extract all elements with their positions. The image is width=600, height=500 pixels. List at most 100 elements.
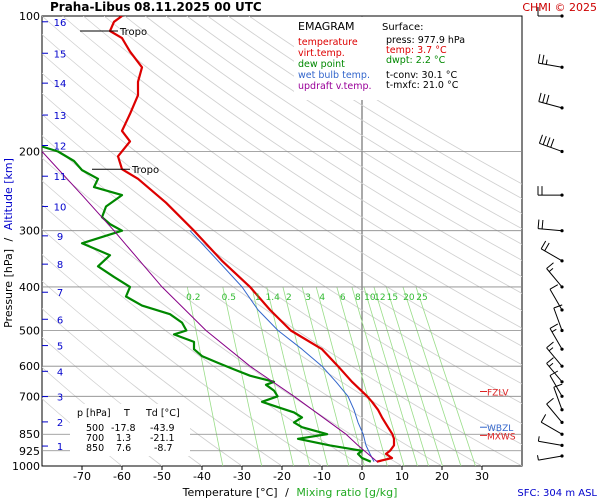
dry-adiabat (186, 16, 522, 230)
altitude-tick-label: 7 (57, 288, 63, 299)
mixing-ratio-line (315, 286, 365, 466)
table-cell: -17.8 (111, 423, 136, 434)
wind-barb (537, 436, 564, 448)
mixing-ratio-line (373, 286, 429, 466)
dry-adiabat (42, 308, 243, 466)
table-cell: 7.6 (116, 443, 131, 454)
table-header: Td [°C] (145, 408, 180, 419)
table-cell: 500 (86, 423, 104, 434)
temp-tick-label: 30 (475, 470, 489, 483)
temp-tick-label: 20 (435, 470, 449, 483)
wind-barb (546, 262, 564, 289)
mixing-ratio-line (301, 286, 350, 466)
altitude-tick-label: 10 (54, 202, 67, 213)
dry-adiabat (42, 280, 283, 466)
altitude-tick-label: 1 (57, 442, 63, 453)
surface-pressure: press: 977.9 hPa (386, 35, 465, 46)
mixing-ratio-label: 6 (340, 293, 346, 303)
tropopause-label: Tropo (119, 27, 147, 38)
header-station: Praha-Libus (50, 0, 130, 14)
x-axis-label: Temperature [°C] (182, 486, 278, 499)
mixing-ratio-label: 20 (403, 293, 415, 303)
wind-barb (546, 397, 564, 424)
temp-tick-label: -10 (313, 470, 331, 483)
wind-barb (546, 357, 564, 384)
wind-barb (553, 304, 564, 333)
altitude-tick-label: 16 (54, 18, 67, 29)
wind-barb (546, 341, 564, 368)
legend-item: updraft v.temp. (298, 81, 372, 92)
temp-tick-label: -40 (193, 470, 211, 483)
mixing-ratio-line (351, 286, 405, 466)
wind-barb (537, 186, 564, 197)
mixing-ratio-label: 12 (374, 293, 385, 303)
dry-adiabat (42, 157, 483, 466)
footer-sfc: SFC: 304 m ASL (517, 488, 597, 499)
pressure-tick-label: 200 (19, 145, 40, 158)
dry-adiabat (42, 72, 522, 404)
altitude-tick-label: 11 (54, 172, 67, 183)
series-temperature (108, 16, 396, 463)
legend-item: wet bulb temp. (298, 70, 370, 81)
dry-adiabat (165, 16, 522, 245)
dry-adiabat (42, 53, 522, 385)
wind-barb (537, 454, 564, 461)
dry-adiabat (42, 204, 403, 466)
mixing-ratio-line (386, 286, 443, 466)
mixing-ratio-line (222, 286, 263, 466)
mixing-ratio-line (363, 286, 418, 466)
surface-tmxfc: t-mxfc: 21.0 °C (386, 80, 459, 91)
altitude-tick-label: 2 (57, 418, 63, 429)
header-datetime: 08.11.2025 00 UTC (134, 0, 262, 14)
wind-barb (537, 7, 564, 18)
wind-barb (540, 240, 564, 263)
pressure-tick-label: 1000 (12, 460, 40, 473)
dry-adiabat (83, 16, 522, 311)
dry-adiabat (42, 336, 203, 466)
temp-tick-label: -70 (73, 470, 91, 483)
pressure-tick-label: 100 (19, 10, 40, 23)
y-axis-label: Pressure [hPa] (2, 249, 15, 328)
dry-adiabat (42, 92, 522, 425)
mixing-ratio-label: 15 (387, 293, 398, 303)
y-axis-separator: / (2, 237, 15, 241)
altitude-tick-label: 4 (57, 367, 63, 378)
mixing-ratio-line (402, 286, 462, 466)
temp-tick-label: 0 (359, 470, 366, 483)
legend-item: dew point (298, 59, 345, 70)
surface-dewpoint: dwpt: 2.2 °C (386, 55, 446, 66)
level-marker-label: WBZL (487, 424, 513, 434)
altitude-tick-label: 5 (57, 342, 63, 353)
temp-tick-label: -20 (273, 470, 291, 483)
legend-box: EMAGRAM temperature virt.temp. dew point… (294, 17, 378, 100)
altitude-tick-label: 15 (54, 49, 67, 60)
pressure-tick-label: 300 (19, 225, 40, 238)
wind-barb (540, 414, 564, 436)
table-cell: 850 (86, 443, 104, 454)
surface-temp: temp: 3.7 °C (386, 45, 447, 56)
wind-barb (538, 92, 564, 110)
altitude-tick-label: 12 (54, 142, 67, 153)
mixing-ratio-label: 0.2 (186, 293, 200, 303)
dry-adiabat (124, 16, 522, 278)
wind-barb (537, 54, 564, 69)
table-header: T (123, 408, 130, 419)
mixing-ratio-label: 4 (319, 293, 325, 303)
mixing-ratio-line (415, 286, 476, 466)
table-cell: 1.3 (116, 433, 131, 444)
temp-tick-label: -60 (113, 470, 131, 483)
dry-adiabat (103, 16, 522, 294)
surface-tconv: t-conv: 30.1 °C (386, 70, 457, 81)
altitude-tick-label: 13 (54, 111, 67, 122)
legend-item: temperature (298, 37, 358, 48)
mixing-ratio-label: 3 (305, 293, 311, 303)
legend-title: EMAGRAM (298, 20, 355, 33)
table-cell: -43.9 (150, 423, 175, 434)
table-header: p [hPa] (77, 408, 111, 419)
table-cell: -8.7 (154, 443, 173, 454)
dry-adiabat (62, 16, 522, 329)
pressure-tick-label: 400 (19, 281, 40, 294)
x-axis-mixing-label: Mixing ratio [g/kg] (296, 486, 397, 499)
table-cell: 700 (86, 433, 104, 444)
temp-tick-label: -30 (233, 470, 251, 483)
